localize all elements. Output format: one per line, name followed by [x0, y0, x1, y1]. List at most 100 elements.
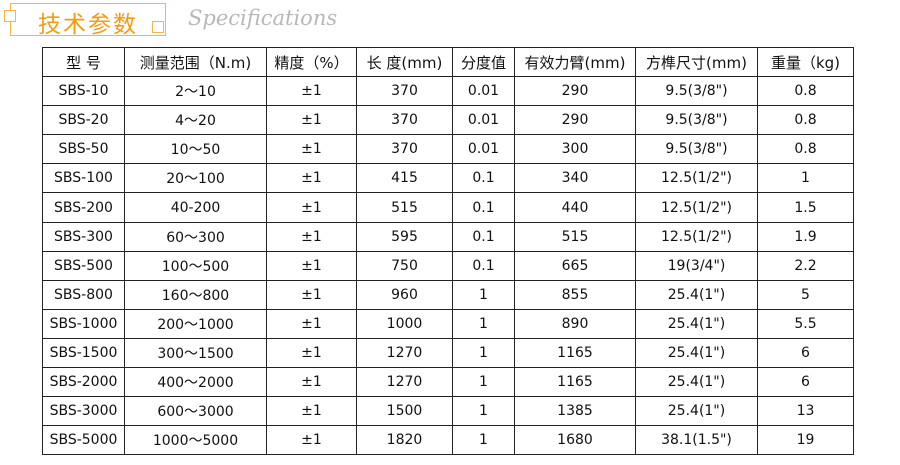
- table-cell: 1: [452, 279, 515, 310]
- table-cell: 1385: [514, 396, 636, 427]
- table-cell: 60～300: [124, 221, 267, 252]
- table-row: SBS-200 40-200 ±1 515 0.1 440 12.5(1/2") 1.5: [42, 192, 854, 223]
- table-cell: 0.1: [452, 163, 515, 194]
- table-cell: 340: [514, 163, 636, 194]
- table-cell: 20～100: [124, 163, 267, 194]
- table-cell: ±1: [266, 250, 357, 281]
- column-header: 分度值: [452, 46, 515, 78]
- table-cell: 5.5: [757, 308, 854, 339]
- table-cell: SBS-500: [42, 250, 125, 281]
- table-cell: ±1: [266, 367, 357, 398]
- table-cell: ±1: [266, 396, 357, 427]
- table-cell: 370: [356, 134, 453, 165]
- table-cell: 595: [356, 221, 453, 252]
- table-cell: 2.2: [757, 250, 854, 281]
- table-cell: 1000～5000: [124, 425, 267, 456]
- table-cell: 440: [514, 192, 636, 223]
- table-cell: 960: [356, 279, 453, 310]
- table-cell: SBS-300: [42, 221, 125, 252]
- table-cell: 40-200: [124, 192, 267, 223]
- table-cell: SBS-10: [42, 76, 125, 107]
- table-cell: 0.8: [757, 105, 854, 136]
- table-cell: 290: [514, 76, 636, 107]
- table-cell: 19: [757, 425, 854, 456]
- table-cell: 1500: [356, 396, 453, 427]
- table-cell: ±1: [266, 134, 357, 165]
- table-cell: 1.9: [757, 221, 854, 252]
- table-header-row: 型 号测量范围（N.m) 精度（%）长 度(mm) 分度值 有效力臂(mm) 方榫尺寸(…: [42, 46, 854, 78]
- table-row: SBS-100 20～100 ±1 415 0.1 340 12.5(1/2") 1: [42, 163, 854, 194]
- table-cell: SBS-1500: [42, 337, 125, 369]
- table-cell: 1000: [356, 308, 453, 339]
- table-cell: 1: [452, 308, 515, 339]
- specifications-table: 型 号测量范围（N.m) 精度（%）长 度(mm) 分度值 有效力臂(mm) 方榫尺寸(…: [42, 46, 854, 456]
- table-cell: 0.1: [452, 250, 515, 281]
- table-cell: 160～800: [124, 279, 267, 310]
- table-cell: 25.4(1"): [635, 308, 758, 339]
- table-cell: 2～10: [124, 76, 267, 107]
- table-row: SBS-20 4～20 ±1 370 0.01 290 9.5(3/8") 0.8: [42, 105, 854, 136]
- table-cell: SBS-2000: [42, 367, 125, 398]
- table-cell: 1165: [514, 337, 636, 369]
- table-cell: 290: [514, 105, 636, 136]
- table-cell: 9.5(3/8"): [635, 134, 758, 165]
- table-cell: 515: [514, 221, 636, 252]
- table-cell: 300: [514, 134, 636, 165]
- corner-ornament: [4, 10, 16, 22]
- table-cell: 13: [757, 396, 854, 427]
- table-cell: 25.4(1"): [635, 396, 758, 427]
- column-header: 测量范围（N.m): [124, 46, 267, 78]
- column-header: 重量（kg): [757, 46, 854, 78]
- table-cell: 6: [757, 367, 854, 398]
- table-cell: SBS-50: [42, 134, 125, 165]
- table-cell: ±1: [266, 308, 357, 339]
- table-row: SBS-300 60～300 ±1 595 0.1 515 12.5(1/2") 1.9: [42, 221, 854, 252]
- table-cell: 12.5(1/2"): [635, 221, 758, 252]
- table-cell: 5: [757, 279, 854, 310]
- table-cell: ±1: [266, 192, 357, 223]
- table-cell: 25.4(1"): [635, 337, 758, 369]
- table-cell: 665: [514, 250, 636, 281]
- table-cell: ±1: [266, 221, 357, 252]
- table-cell: 1270: [356, 337, 453, 369]
- column-header: 有效力臂(mm): [514, 46, 636, 78]
- table-cell: 19(3/4"): [635, 250, 758, 281]
- table-cell: 9.5(3/8"): [635, 105, 758, 136]
- table-cell: 0.01: [452, 105, 515, 136]
- table-cell: 4～20: [124, 105, 267, 136]
- table-row: SBS-3000 600～3000 ±1 1500 1 1385 25.4(1") 13: [42, 396, 854, 427]
- column-header: 精度（%）: [266, 46, 357, 78]
- table-cell: 200～1000: [124, 308, 267, 339]
- table-cell: SBS-800: [42, 279, 125, 310]
- table-cell: 370: [356, 76, 453, 107]
- table-cell: 6: [757, 337, 854, 369]
- table-cell: 38.1(1.5"): [635, 425, 758, 456]
- table-cell: 0.01: [452, 134, 515, 165]
- table-cell: 600～3000: [124, 396, 267, 427]
- table-cell: 855: [514, 279, 636, 310]
- table-cell: 0.8: [757, 76, 854, 107]
- table-row: SBS-10 2～10 ±1 370 0.01 290 9.5(3/8") 0.8: [42, 76, 854, 107]
- table-cell: 0.1: [452, 221, 515, 252]
- table-cell: 1165: [514, 367, 636, 398]
- column-header: 长 度(mm): [356, 46, 453, 78]
- table-row: SBS-2000 400～2000 ±1 1270 1 1165 25.4(1") 6: [42, 367, 854, 398]
- table-cell: 1820: [356, 425, 453, 456]
- table-cell: ±1: [266, 425, 357, 456]
- table-cell: 0.01: [452, 76, 515, 107]
- table-cell: 100～500: [124, 250, 267, 281]
- corner-ornament: [152, 21, 164, 33]
- table-cell: 25.4(1"): [635, 367, 758, 398]
- table-cell: ±1: [266, 76, 357, 107]
- table-cell: SBS-5000: [42, 425, 125, 456]
- table-cell: 890: [514, 308, 636, 339]
- table-row: SBS-500 100～500 ±1 750 0.1 665 19(3/4") 2.2: [42, 250, 854, 281]
- table-cell: SBS-100: [42, 163, 125, 194]
- table-cell: 400～2000: [124, 367, 267, 398]
- table-cell: 1: [452, 337, 515, 369]
- table-cell: SBS-20: [42, 105, 125, 136]
- table-cell: ±1: [266, 279, 357, 310]
- table-cell: 0.1: [452, 192, 515, 223]
- column-header: 方榫尺寸(mm): [635, 46, 758, 78]
- table-row: SBS-1000 200～1000 ±1 1000 1 890 25.4(1") 5.5: [42, 308, 854, 339]
